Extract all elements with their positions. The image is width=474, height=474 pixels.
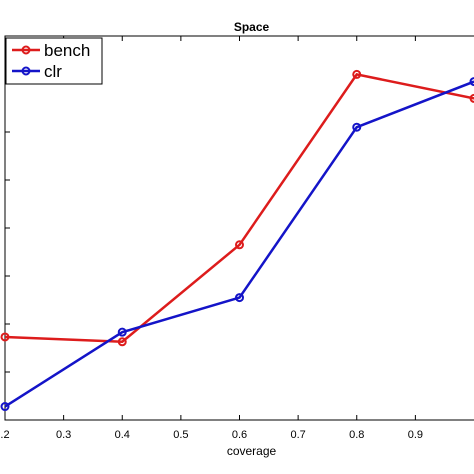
data-point-bench [0, 332, 10, 342]
x-tick-label: 0.9 [408, 429, 423, 441]
legend-item-bench: bench [12, 41, 90, 60]
x-axis: .2 0.3 0.4 0.5 0.6 0.7 0.8 0.9 [0, 36, 423, 441]
x-tick-label: 0.5 [173, 429, 188, 441]
legend-swatch-marker [21, 66, 31, 76]
data-point-clr [469, 77, 474, 87]
data-point-bench [469, 93, 474, 103]
chart-title: Space [234, 20, 270, 34]
legend-label: clr [44, 62, 62, 81]
x-axis-label: coverage [227, 444, 277, 458]
series-line-clr [4, 80, 474, 408]
data-point-clr [0, 402, 10, 412]
series-line-bench [4, 73, 474, 344]
legend-item-clr: clr [12, 62, 62, 81]
data-point-bench [117, 337, 127, 347]
x-tick-label: 0.8 [349, 429, 364, 441]
legend: bench clr [5, 37, 103, 85]
data-point-clr [352, 122, 362, 132]
x-tick-label: 0.3 [56, 429, 71, 441]
series-layer [0, 69, 474, 412]
y-axis [5, 83, 10, 373]
legend-box [5, 37, 103, 85]
legend-label: bench [44, 41, 90, 60]
x-tick-label: .2 [0, 429, 9, 441]
data-point-bench [352, 69, 362, 79]
x-tick-label: 0.7 [290, 429, 305, 441]
data-point-clr [117, 327, 127, 337]
series-bench [0, 69, 474, 347]
data-point-clr [235, 293, 244, 303]
data-point-bench [235, 240, 244, 250]
legend-swatch-marker [21, 45, 31, 55]
series-clr [0, 77, 474, 412]
x-tick-label: 0.4 [115, 429, 130, 441]
x-tick-label: 0.6 [232, 429, 247, 441]
